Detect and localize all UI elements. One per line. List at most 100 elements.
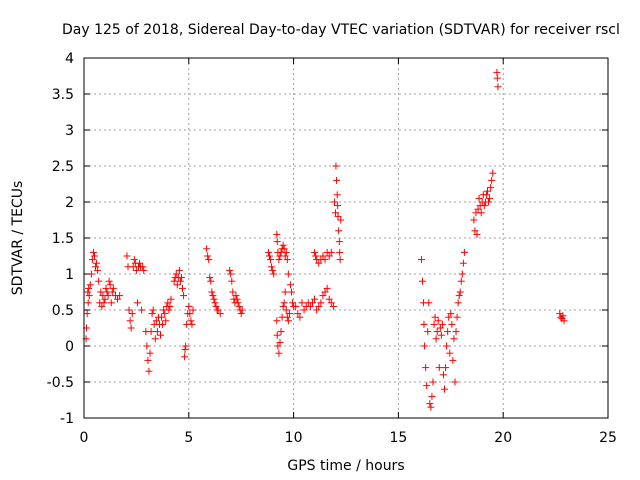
data-point (237, 310, 245, 318)
data-point (487, 184, 495, 192)
data-point (234, 299, 242, 307)
data-point (90, 252, 98, 260)
grid (84, 58, 608, 418)
data-point (228, 277, 236, 285)
x-tick-label: 0 (80, 430, 89, 446)
x-tick-label: 25 (599, 430, 617, 446)
data-point (560, 317, 568, 325)
data-point (282, 248, 290, 256)
data-point (269, 266, 277, 274)
data-point (138, 306, 146, 314)
data-point (332, 209, 340, 217)
data-point (274, 342, 282, 350)
data-point (431, 313, 439, 321)
y-tick-label: 0 (65, 339, 74, 355)
data-point (147, 328, 155, 336)
data-point (321, 288, 329, 296)
data-point (335, 227, 343, 235)
data-point (283, 256, 291, 264)
data-point (477, 209, 485, 217)
data-point (300, 306, 308, 314)
data-point (185, 302, 193, 310)
data-point (283, 313, 291, 321)
data-point (420, 320, 428, 328)
data-point (128, 310, 136, 318)
data-point (425, 299, 433, 307)
data-point (447, 310, 455, 318)
data-point (336, 248, 344, 256)
data-point (281, 288, 289, 296)
data-point (453, 313, 461, 321)
data-point (235, 302, 243, 310)
data-point (181, 353, 189, 361)
data-point (264, 248, 272, 256)
data-point (423, 382, 431, 390)
data-point (157, 331, 165, 339)
data-point (153, 328, 161, 336)
data-point (107, 299, 115, 307)
data-point (151, 335, 159, 343)
data-point (265, 252, 273, 260)
data-point (233, 295, 241, 303)
data-point (437, 331, 445, 339)
data-point (452, 328, 460, 336)
data-point (448, 320, 456, 328)
data-point (162, 317, 170, 325)
data-point (438, 320, 446, 328)
data-point (95, 277, 103, 285)
data-point (284, 270, 292, 278)
data-point (325, 295, 333, 303)
data-point (308, 299, 316, 307)
data-point (427, 403, 435, 411)
data-point (238, 306, 246, 314)
data-point (482, 191, 490, 199)
data-point (139, 263, 147, 271)
data-point (319, 252, 327, 260)
data-point (284, 317, 292, 325)
data-point (208, 288, 216, 296)
data-point (454, 299, 462, 307)
data-point (273, 230, 281, 238)
data-point (280, 245, 288, 253)
data-point (294, 310, 302, 318)
data-point (216, 310, 224, 318)
data-point (188, 320, 196, 328)
data-point (159, 320, 167, 328)
data-point (145, 367, 153, 375)
y-axis-label: SDTVAR / TECUs (10, 181, 26, 296)
data-point (83, 310, 91, 318)
data-point (439, 371, 447, 379)
data-point (435, 364, 443, 372)
data-point (493, 74, 501, 82)
data-point (181, 346, 189, 354)
data-point (323, 284, 331, 292)
data-point (279, 302, 287, 310)
data-point (455, 292, 463, 300)
data-point (114, 295, 122, 303)
data-point (276, 338, 284, 346)
data-point (336, 256, 344, 264)
data-point (133, 299, 141, 307)
data-point (268, 263, 276, 271)
x-tick-label: 15 (389, 430, 407, 446)
data-point (277, 328, 285, 336)
data-point (333, 176, 341, 184)
data-point (98, 302, 106, 310)
data-point (85, 284, 93, 292)
data-point (442, 364, 450, 372)
data-point (97, 288, 105, 296)
data-point (126, 317, 134, 325)
data-point (288, 288, 296, 296)
data-point (212, 302, 220, 310)
data-point (143, 342, 151, 350)
data-point (189, 306, 197, 314)
data-point (441, 385, 449, 393)
data-point (232, 292, 240, 300)
data-points (82, 68, 568, 411)
data-point (275, 256, 283, 264)
data-point (450, 335, 458, 343)
data-point (449, 356, 457, 364)
data-point (279, 241, 287, 249)
data-point (429, 378, 437, 386)
data-point (123, 252, 131, 260)
